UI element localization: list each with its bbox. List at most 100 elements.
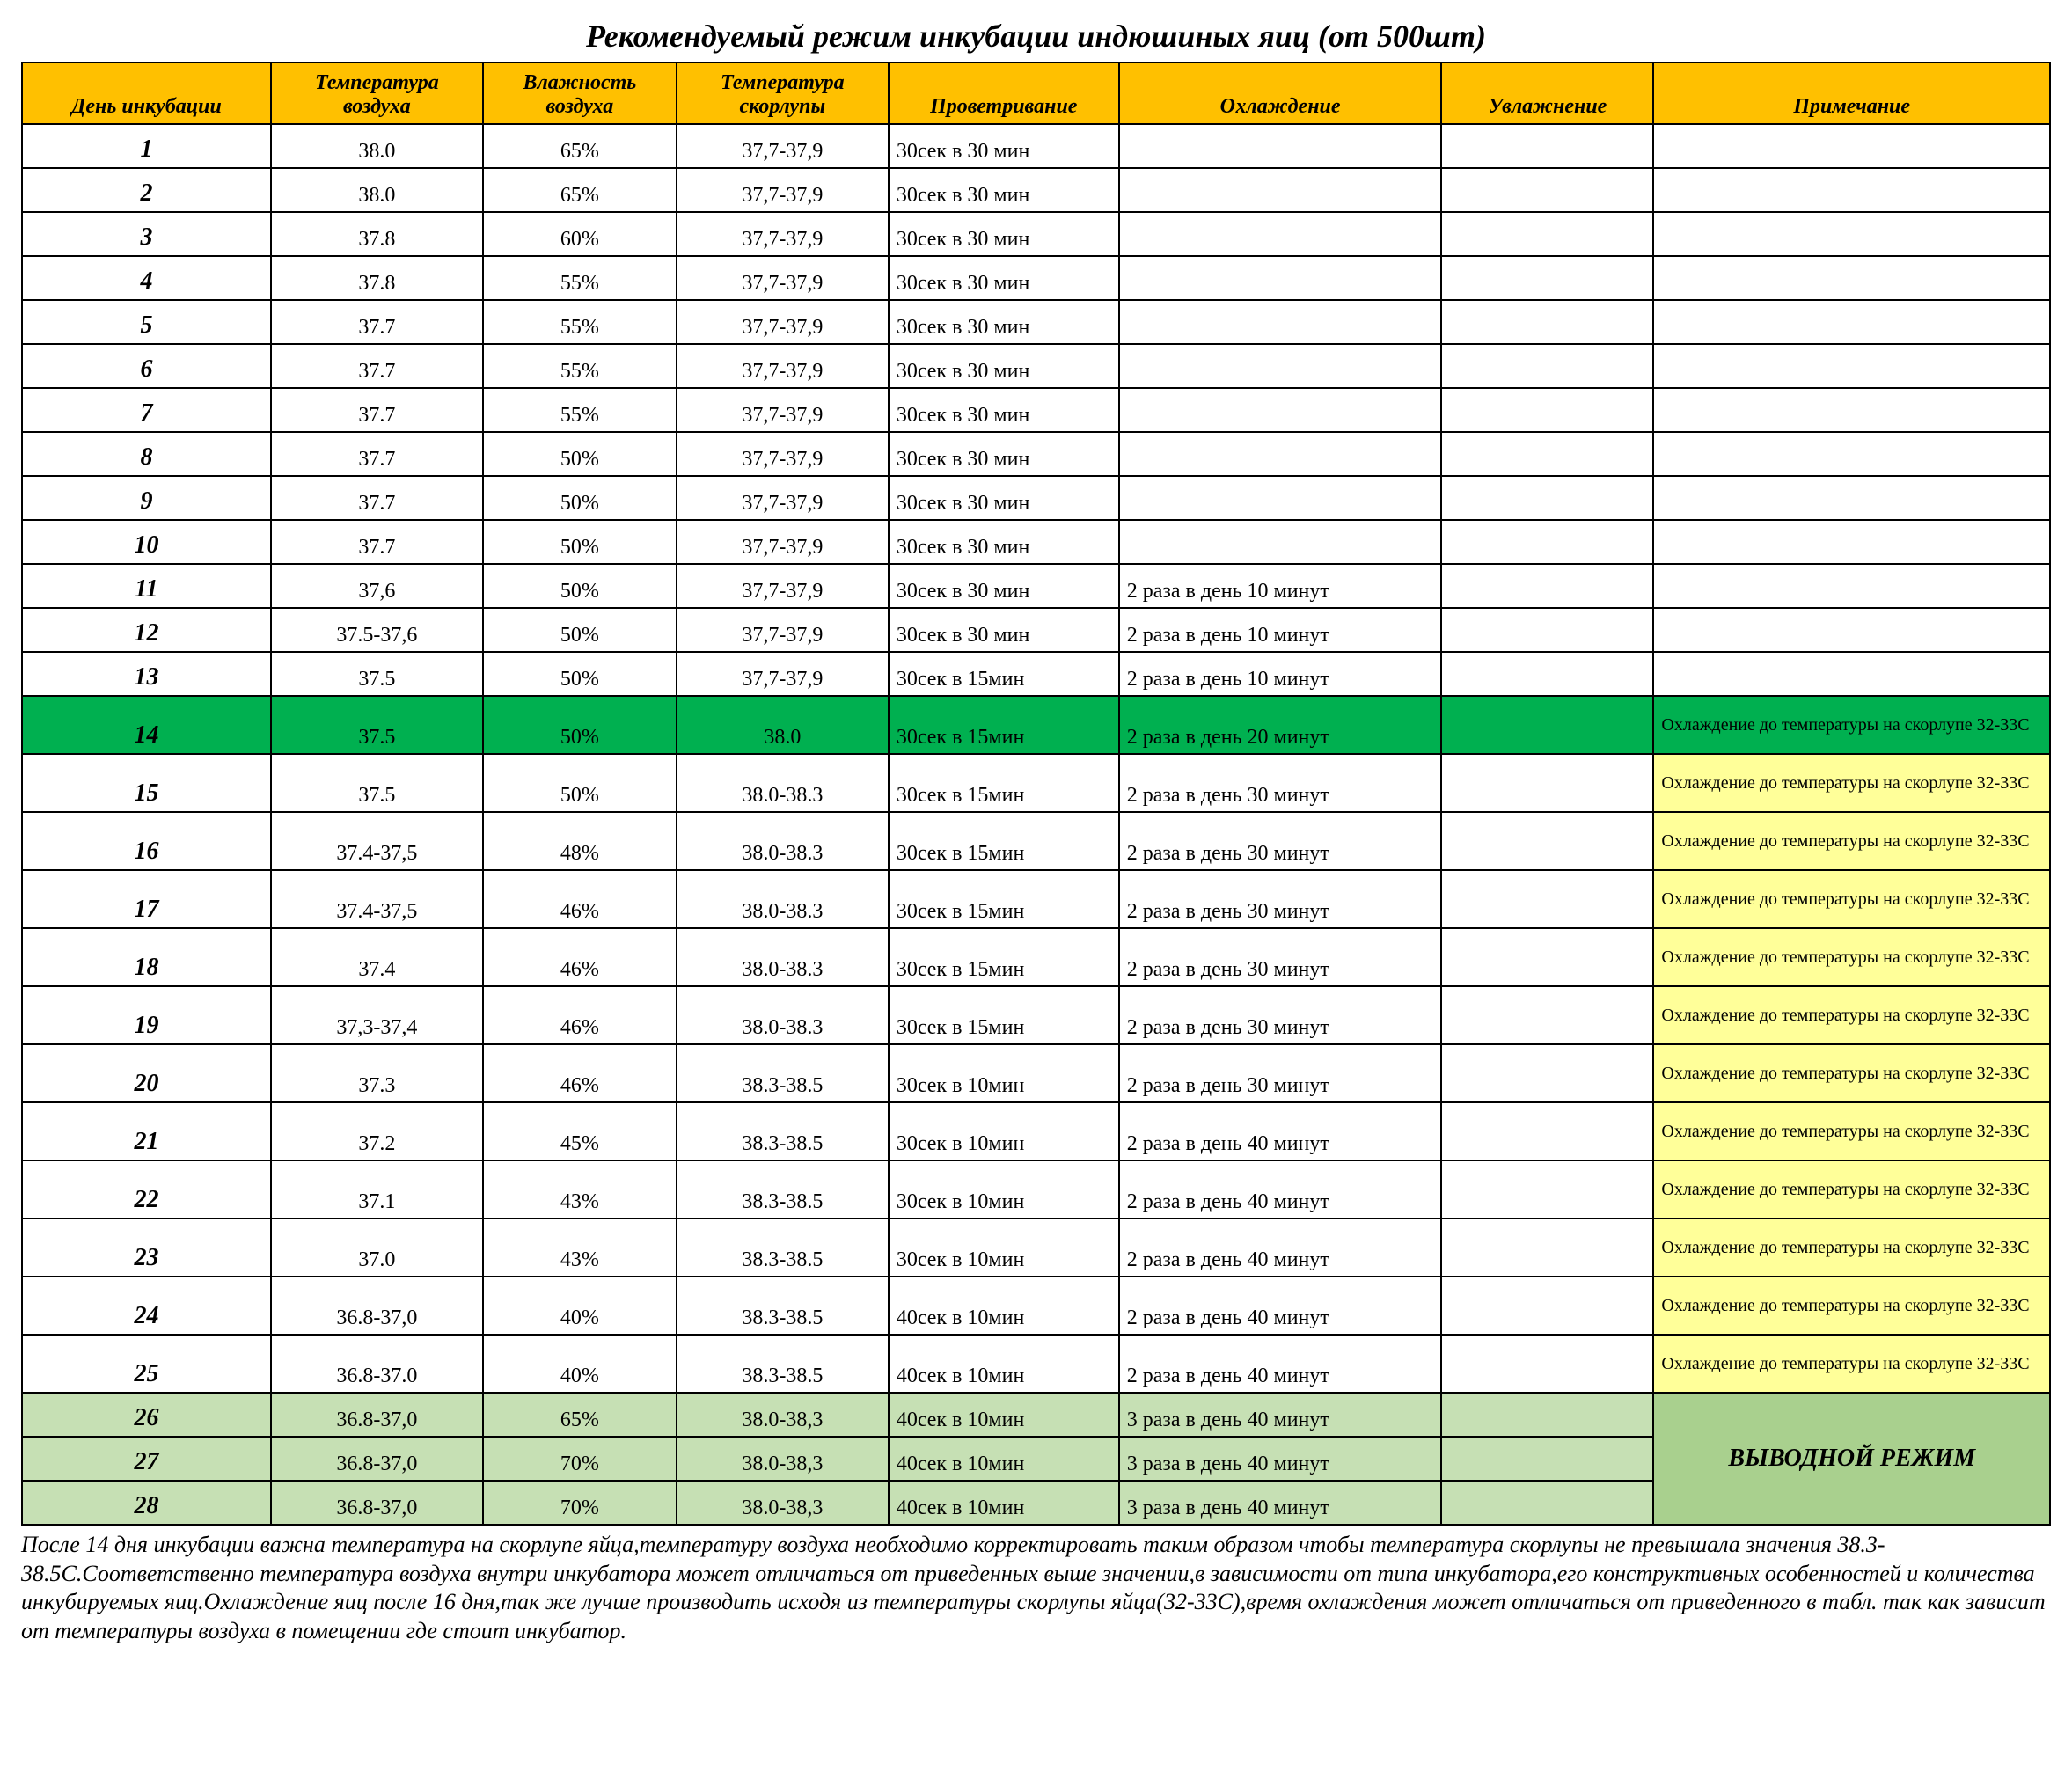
cell: 37,7-37,9 [677, 476, 889, 520]
cell [1119, 388, 1442, 432]
cell: 37,7-37,9 [677, 388, 889, 432]
cell: 70% [483, 1481, 677, 1525]
cell: 6 [22, 344, 271, 388]
table-row: 2237.143%38.3-38.530сек в 10мин2 раза в … [22, 1160, 2050, 1218]
note-cell: Охлаждение до температуры на скорлупе 32… [1653, 754, 2050, 812]
col-header-6: Увлажнение [1441, 62, 1653, 124]
cell: 1 [22, 124, 271, 168]
cell: 25 [22, 1335, 271, 1393]
cell: 26 [22, 1393, 271, 1437]
cell [1119, 432, 1442, 476]
cell: 7 [22, 388, 271, 432]
cell: 11 [22, 564, 271, 608]
cell: 50% [483, 432, 677, 476]
cell: 30сек в 15мин [889, 928, 1119, 986]
table-row: 1837.446%38.0-38.330сек в 15мин2 раза в … [22, 928, 2050, 986]
note-cell: Охлаждение до температуры на скорлупе 32… [1653, 870, 2050, 928]
note-cell: Охлаждение до температуры на скорлупе 32… [1653, 1218, 2050, 1277]
cell: 37.0 [271, 1218, 483, 1277]
cell: 37,7-37,9 [677, 256, 889, 300]
cell: 50% [483, 696, 677, 754]
cell: 37.7 [271, 476, 483, 520]
cell: 38.0-38.3 [677, 986, 889, 1044]
cell: 2 раза в день 30 минут [1119, 986, 1442, 1044]
cell: 3 [22, 212, 271, 256]
cell: 30сек в 15мин [889, 986, 1119, 1044]
cell: 2 раза в день 40 минут [1119, 1335, 1442, 1393]
cell: 2 раза в день 30 минут [1119, 754, 1442, 812]
note-cell: Охлаждение до температуры на скорлупе 32… [1653, 1160, 2050, 1218]
cell: 2 раза в день 30 минут [1119, 1044, 1442, 1102]
table-row: 837.750%37,7-37,930сек в 30 мин [22, 432, 2050, 476]
col-header-2: Влажность воздуха [483, 62, 677, 124]
cell: 50% [483, 564, 677, 608]
table-row: 1337.550%37,7-37,930сек в 15мин2 раза в … [22, 652, 2050, 696]
cell: 30сек в 15мин [889, 696, 1119, 754]
cell: 3 раза в день 40 минут [1119, 1437, 1442, 1481]
cell: 3 раза в день 40 минут [1119, 1393, 1442, 1437]
cell: 18 [22, 928, 271, 986]
cell: 40сек в 10мин [889, 1335, 1119, 1393]
cell: 28 [22, 1481, 271, 1525]
note-cell [1653, 388, 2050, 432]
cell: 37.7 [271, 520, 483, 564]
table-row: 1637.4-37,548%38.0-38.330сек в 15мин2 ра… [22, 812, 2050, 870]
cell: 38.0 [271, 168, 483, 212]
cell [1441, 1437, 1653, 1481]
cell [1119, 344, 1442, 388]
cell [1119, 168, 1442, 212]
cell: 37,6 [271, 564, 483, 608]
note-cell [1653, 124, 2050, 168]
cell: 55% [483, 388, 677, 432]
cell: 38.3-38.5 [677, 1044, 889, 1102]
cell: 16 [22, 812, 271, 870]
cell: 13 [22, 652, 271, 696]
cell: 30сек в 30 мин [889, 344, 1119, 388]
cell [1119, 300, 1442, 344]
cell [1119, 256, 1442, 300]
cell: 37,7-37,9 [677, 300, 889, 344]
cell: 40% [483, 1335, 677, 1393]
table-row: 2536.8-37.040%38.3-38.540сек в 10мин2 ра… [22, 1335, 2050, 1393]
cell: 30сек в 30 мин [889, 564, 1119, 608]
cell: 50% [483, 476, 677, 520]
cell: 38.0-38.3 [677, 928, 889, 986]
table-row: 2137.245%38.3-38.530сек в 10мин2 раза в … [22, 1102, 2050, 1160]
cell [1441, 1160, 1653, 1218]
cell: 2 раза в день 10 минут [1119, 652, 1442, 696]
cell: 2 раза в день 30 минут [1119, 870, 1442, 928]
cell: 20 [22, 1044, 271, 1102]
note-cell: Охлаждение до температуры на скорлупе 32… [1653, 1277, 2050, 1335]
table-row: 537.755%37,7-37,930сек в 30 мин [22, 300, 2050, 344]
note-cell [1653, 432, 2050, 476]
note-cell: Охлаждение до температуры на скорлупе 32… [1653, 1044, 2050, 1102]
cell: 30сек в 30 мин [889, 168, 1119, 212]
cell [1441, 870, 1653, 928]
cell: 37.4 [271, 928, 483, 986]
cell: 37.8 [271, 256, 483, 300]
cell: 48% [483, 812, 677, 870]
cell: 38.0-38,3 [677, 1393, 889, 1437]
table-row: 337.860%37,7-37,930сек в 30 мин [22, 212, 2050, 256]
cell: 37.5 [271, 754, 483, 812]
cell: 38.0-38.3 [677, 754, 889, 812]
cell: 40сек в 10мин [889, 1437, 1119, 1481]
cell: 30сек в 30 мин [889, 388, 1119, 432]
table-row: 1937,3-37,446%38.0-38.330сек в 15мин2 ра… [22, 986, 2050, 1044]
cell: 37,7-37,9 [677, 520, 889, 564]
col-header-1: Температура воздуха [271, 62, 483, 124]
cell: 30сек в 15мин [889, 652, 1119, 696]
cell: 2 раза в день 40 минут [1119, 1277, 1442, 1335]
note-cell [1653, 300, 2050, 344]
cell: 65% [483, 168, 677, 212]
cell: 37.7 [271, 432, 483, 476]
cell [1441, 344, 1653, 388]
cell [1441, 520, 1653, 564]
cell: 46% [483, 870, 677, 928]
cell: 2 раза в день 30 минут [1119, 928, 1442, 986]
note-cell: Охлаждение до температуры на скорлупе 32… [1653, 986, 2050, 1044]
note-cell [1653, 520, 2050, 564]
cell [1441, 124, 1653, 168]
cell: 30сек в 30 мин [889, 608, 1119, 652]
cell: 37,7-37,9 [677, 564, 889, 608]
